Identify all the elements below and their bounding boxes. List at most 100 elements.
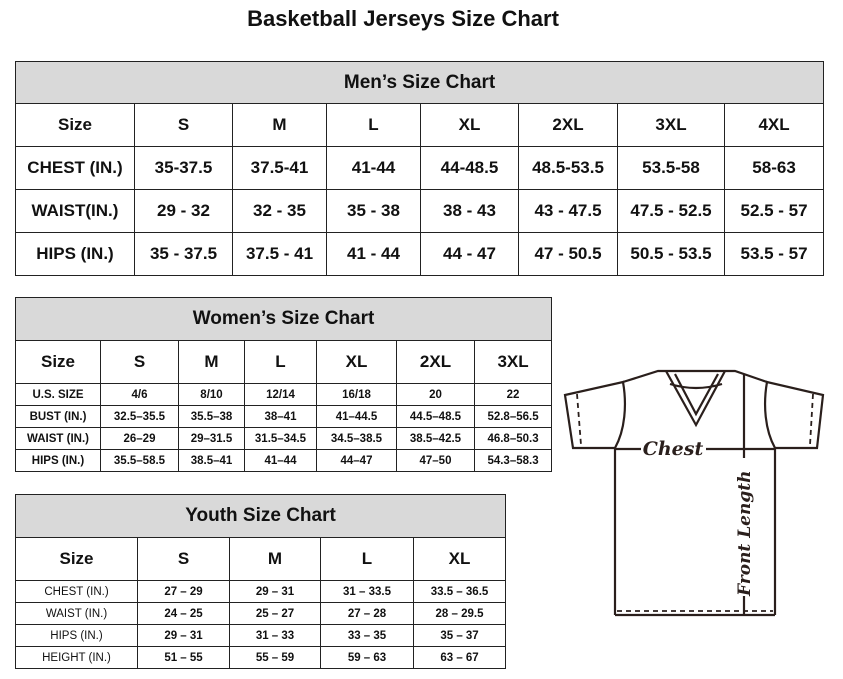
table-cell: 41 - 44	[326, 232, 421, 276]
column-header: Size	[15, 103, 135, 147]
table-cell: 38.5–42.5	[396, 427, 475, 450]
table-cell: 44–47	[316, 449, 397, 472]
table-cell: 38.5–41	[178, 449, 245, 472]
header-row: Size S M L XL	[15, 537, 507, 581]
table-cell: 44 - 47	[420, 232, 519, 276]
table-cell: 38 - 43	[420, 189, 519, 233]
table-cell: 27 – 29	[137, 580, 230, 603]
table-row: BUST (IN.) 32.5–35.5 35.5–38 38–41 41–44.5 44…	[15, 405, 553, 428]
column-header: 2XL	[518, 103, 618, 147]
column-header: S	[134, 103, 233, 147]
tshirt-icon: Chest Front Length	[563, 369, 825, 617]
table-cell: 8/10	[178, 383, 245, 406]
table-row: HIPS (IN.) 35 - 37.5 37.5 - 41 41 - 44 44 - …	[15, 232, 825, 276]
womens-size-table: Women’s Size Chart Size S M L XL 2XL 3XL U.S. SI…	[14, 297, 553, 472]
row-label: HEIGHT (IN.)	[15, 646, 138, 669]
table-cell: 54.3–58.3	[473, 449, 553, 472]
column-header: 2XL	[396, 340, 475, 384]
table-cell: 41–44	[244, 449, 317, 472]
row-label: CHEST (IN.)	[15, 146, 135, 190]
table-title: Men’s Size Chart	[14, 61, 825, 104]
table-cell: 63 – 67	[412, 646, 507, 669]
table-cell: 31 – 33.5	[320, 580, 414, 603]
table-cell: 48.5-53.5	[518, 146, 618, 190]
table-cell: 58-63	[723, 146, 825, 190]
table-cell: 43 - 47.5	[518, 189, 618, 233]
table-cell: 4/6	[100, 383, 179, 406]
table-cell: 47–50	[396, 449, 475, 472]
table-cell: 35.5–38	[178, 405, 245, 428]
column-header: 4XL	[723, 103, 825, 147]
column-header: 3XL	[473, 340, 553, 384]
table-cell: 34.5–38.5	[316, 427, 397, 450]
table-cell: 59 – 63	[320, 646, 414, 669]
column-header: L	[244, 340, 317, 384]
row-label: HIPS (IN.)	[15, 232, 135, 276]
table-cell: 35 - 38	[326, 189, 421, 233]
column-header: S	[137, 537, 230, 581]
table-cell: 28 – 29.5	[412, 602, 507, 625]
table-title: Women’s Size Chart	[14, 297, 553, 341]
column-header: XL	[420, 103, 519, 147]
front-length-label: Front Length	[735, 471, 755, 597]
row-label: WAIST (IN.)	[15, 602, 138, 625]
table-cell: 55 – 59	[229, 646, 321, 669]
table-cell: 44.5–48.5	[396, 405, 475, 428]
row-label: WAIST (IN.)	[15, 427, 101, 450]
column-header: S	[100, 340, 179, 384]
header-row: Size S M L XL 2XL 3XL	[15, 340, 553, 384]
column-header: Size	[15, 537, 138, 581]
table-cell: 53.5 - 57	[723, 232, 825, 276]
table-title: Youth Size Chart	[14, 494, 507, 538]
table-cell: 47.5 - 52.5	[617, 189, 725, 233]
table-row: CHEST (IN.) 35-37.5 37.5-41 41-44 44-48.5 48.…	[15, 146, 825, 190]
table-cell: 22	[473, 383, 553, 406]
row-label: HIPS (IN.)	[15, 624, 138, 647]
table-cell: 41–44.5	[316, 405, 397, 428]
table-cell: 46.8–50.3	[473, 427, 553, 450]
column-header: M	[229, 537, 321, 581]
table-row: HIPS (IN.) 29 – 31 31 – 33 33 – 35 35 – 37	[15, 624, 507, 647]
table-cell: 35-37.5	[134, 146, 233, 190]
column-header: L	[326, 103, 421, 147]
table-row: WAIST(IN.) 29 - 32 32 - 35 35 - 38 38 - 43 43…	[15, 189, 825, 233]
table-cell: 52.8–56.5	[473, 405, 553, 428]
table-cell: 37.5-41	[232, 146, 327, 190]
table-cell: 16/18	[316, 383, 397, 406]
table-cell: 44-48.5	[420, 146, 519, 190]
table-cell: 53.5-58	[617, 146, 725, 190]
table-cell: 29 – 31	[137, 624, 230, 647]
chest-label: Chest	[643, 438, 704, 460]
row-label: U.S. SIZE	[15, 383, 101, 406]
column-header: L	[320, 537, 414, 581]
column-header: XL	[316, 340, 397, 384]
table-cell: 20	[396, 383, 475, 406]
table-cell: 29 – 31	[229, 580, 321, 603]
table-cell: 35.5–58.5	[100, 449, 179, 472]
table-row: HEIGHT (IN.) 51 – 55 55 – 59 59 – 63 63 – 67	[15, 646, 507, 669]
page-title: Basketball Jerseys Size Chart	[247, 6, 559, 31]
table-cell: 12/14	[244, 383, 317, 406]
table-cell: 33.5 – 36.5	[412, 580, 507, 603]
table-row: WAIST (IN.) 24 – 25 25 – 27 27 – 28 28 – 29.…	[15, 602, 507, 625]
table-cell: 31 – 33	[229, 624, 321, 647]
table-cell: 24 – 25	[137, 602, 230, 625]
table-cell: 35 - 37.5	[134, 232, 233, 276]
table-cell: 29 - 32	[134, 189, 233, 233]
header-row: Size S M L XL 2XL 3XL 4XL	[15, 103, 825, 147]
table-cell: 26–29	[100, 427, 179, 450]
youth-size-table: Youth Size Chart Size S M L XL CHEST (IN.) 27 –…	[14, 494, 507, 669]
table-cell: 29–31.5	[178, 427, 245, 450]
row-label: HIPS (IN.)	[15, 449, 101, 472]
table-cell: 32.5–35.5	[100, 405, 179, 428]
column-header: 3XL	[617, 103, 725, 147]
row-label: CHEST (IN.)	[15, 580, 138, 603]
table-cell: 25 – 27	[229, 602, 321, 625]
table-cell: 50.5 - 53.5	[617, 232, 725, 276]
table-cell: 38–41	[244, 405, 317, 428]
table-row: WAIST (IN.) 26–29 29–31.5 31.5–34.5 34.5–38.…	[15, 427, 553, 450]
table-cell: 37.5 - 41	[232, 232, 327, 276]
table-cell: 51 – 55	[137, 646, 230, 669]
table-row: CHEST (IN.) 27 – 29 29 – 31 31 – 33.5 33.5 –…	[15, 580, 507, 603]
table-cell: 27 – 28	[320, 602, 414, 625]
